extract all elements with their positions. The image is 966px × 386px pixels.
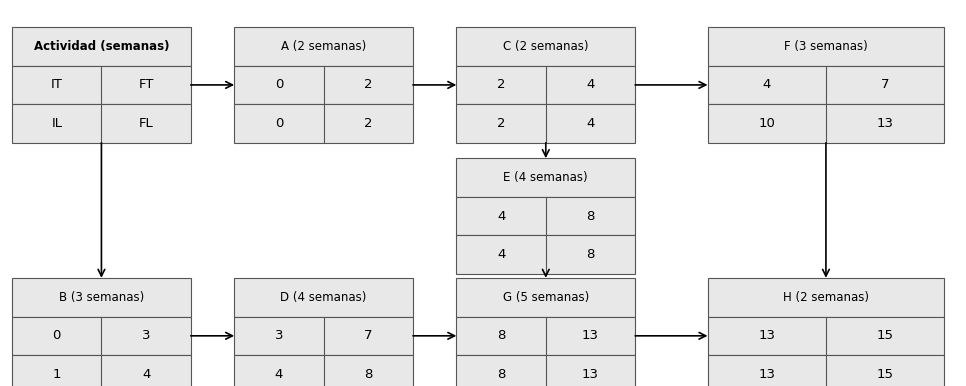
- Text: 13: 13: [758, 329, 776, 342]
- Bar: [235, 66, 413, 104]
- Bar: [456, 104, 636, 143]
- Text: H (2 semanas): H (2 semanas): [782, 291, 869, 304]
- Bar: [12, 317, 191, 355]
- Text: G (5 semanas): G (5 semanas): [502, 291, 589, 304]
- Bar: [456, 235, 636, 274]
- Bar: [707, 27, 944, 66]
- Bar: [707, 317, 944, 355]
- Bar: [235, 27, 413, 66]
- Text: C (2 semanas): C (2 semanas): [503, 40, 588, 53]
- Text: 2: 2: [364, 117, 373, 130]
- Text: 4: 4: [497, 210, 505, 223]
- Text: 10: 10: [758, 117, 775, 130]
- Text: 0: 0: [274, 117, 283, 130]
- Bar: [235, 104, 413, 143]
- Text: D (4 semanas): D (4 semanas): [280, 291, 367, 304]
- Text: E (4 semanas): E (4 semanas): [503, 171, 588, 184]
- Text: IL: IL: [51, 117, 62, 130]
- Text: F (3 semanas): F (3 semanas): [784, 40, 867, 53]
- Text: 2: 2: [497, 78, 505, 91]
- Text: 4: 4: [142, 368, 151, 381]
- Text: 3: 3: [274, 329, 283, 342]
- Text: 2: 2: [364, 78, 373, 91]
- Text: 0: 0: [274, 78, 283, 91]
- Bar: [12, 66, 191, 104]
- Bar: [235, 317, 413, 355]
- Text: FL: FL: [139, 117, 154, 130]
- Bar: [456, 27, 636, 66]
- Text: 1: 1: [52, 368, 61, 381]
- Bar: [707, 66, 944, 104]
- Text: 4: 4: [762, 78, 771, 91]
- Bar: [456, 197, 636, 235]
- Text: 13: 13: [582, 329, 599, 342]
- Text: 15: 15: [876, 368, 894, 381]
- Bar: [456, 317, 636, 355]
- Text: 2: 2: [497, 117, 505, 130]
- Text: 7: 7: [364, 329, 373, 342]
- Bar: [456, 355, 636, 386]
- Text: FT: FT: [138, 78, 154, 91]
- Bar: [12, 27, 191, 66]
- Bar: [12, 104, 191, 143]
- Text: 7: 7: [881, 78, 890, 91]
- Bar: [456, 158, 636, 197]
- Bar: [707, 278, 944, 317]
- Bar: [707, 104, 944, 143]
- Text: 13: 13: [758, 368, 776, 381]
- Text: 0: 0: [52, 329, 61, 342]
- Text: 4: 4: [274, 368, 283, 381]
- Text: 4: 4: [586, 78, 595, 91]
- Bar: [12, 278, 191, 317]
- Text: 13: 13: [582, 368, 599, 381]
- Bar: [235, 278, 413, 317]
- Text: 8: 8: [497, 368, 505, 381]
- Text: 8: 8: [586, 248, 595, 261]
- Text: 4: 4: [497, 248, 505, 261]
- Bar: [456, 278, 636, 317]
- Bar: [235, 355, 413, 386]
- Text: B (3 semanas): B (3 semanas): [59, 291, 144, 304]
- Text: 15: 15: [876, 329, 894, 342]
- Text: 8: 8: [497, 329, 505, 342]
- Text: 3: 3: [142, 329, 151, 342]
- Bar: [456, 66, 636, 104]
- Text: A (2 semanas): A (2 semanas): [281, 40, 366, 53]
- Text: 8: 8: [364, 368, 373, 381]
- Bar: [707, 355, 944, 386]
- Text: 13: 13: [876, 117, 894, 130]
- Text: 8: 8: [586, 210, 595, 223]
- Text: Actividad (semanas): Actividad (semanas): [34, 40, 169, 53]
- Bar: [12, 355, 191, 386]
- Text: 4: 4: [586, 117, 595, 130]
- Text: IT: IT: [51, 78, 63, 91]
